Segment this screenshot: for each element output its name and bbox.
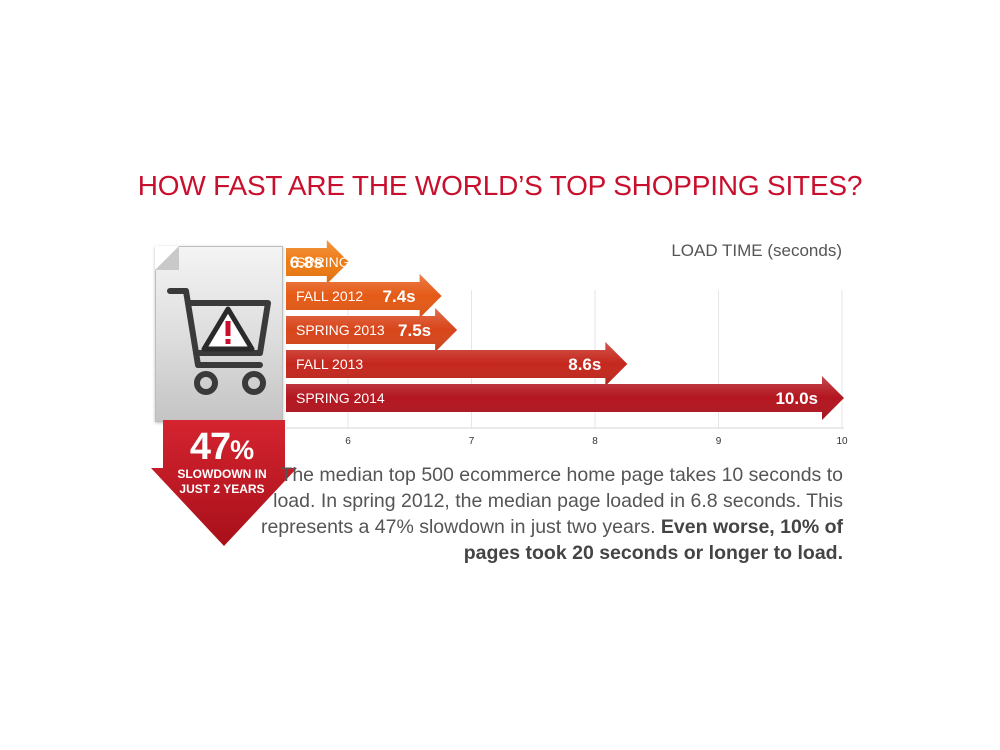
x-tick-label: 8 (592, 436, 598, 447)
chart-title: HOW FAST ARE THE WORLD’S TOP SHOPPING SI… (137, 170, 863, 201)
bar-category-label: FALL 2012 (296, 288, 363, 304)
bar-value-label: 10.0s (775, 389, 818, 408)
bar-shading (286, 274, 442, 318)
bar-shading (286, 342, 628, 386)
bar-group: SPRING 2013 7.5s (286, 308, 458, 352)
bar-value-label: 7.4s (383, 287, 416, 306)
slowdown-caption: SLOWDOWN IN JUST 2 YEARS (160, 467, 284, 497)
summary-emphasis: Even worse, 10% of pages took 20 seconds… (463, 516, 843, 564)
caption-line-2: JUST 2 YEARS (179, 482, 265, 496)
bar-category-label: FALL 2013 (296, 356, 363, 372)
summary-body: The median top 500 ecommerce home page t… (260, 464, 843, 538)
x-tick-label: 6 (345, 436, 351, 447)
bar-category-label: SPRING 2013 (296, 322, 385, 338)
x-tick-label: 7 (469, 436, 475, 447)
bar-value-label: 8.6s (568, 355, 601, 374)
bar-group: SPRING 2014 10.0s (286, 376, 844, 420)
x-axis-ticks: 6 7 8 9 10 (345, 436, 848, 447)
page-fold (155, 246, 179, 270)
x-tick-label: 10 (836, 436, 848, 447)
bar-group: FALL 2013 8.6s (286, 342, 628, 386)
shopping-cart-warning-icon (167, 288, 271, 395)
percent-symbol: % (230, 435, 255, 465)
bar-category-label: SPRING 2012 (296, 254, 385, 270)
down-arrow-icon (151, 420, 297, 546)
bar-value-label: 7.5s (398, 321, 431, 340)
bar-value-label: 6.8s (290, 253, 323, 272)
caption-line-1: SLOWDOWN IN (177, 467, 267, 481)
axis-title: LOAD TIME (seconds) (671, 241, 842, 260)
percent-value: 47 (189, 426, 231, 468)
cart-warning-panel (155, 246, 283, 422)
bar-shading (286, 240, 349, 284)
bar-category-label: SPRING 2014 (296, 390, 385, 406)
summary-text: The median top 500 ecommerce home page t… (240, 462, 843, 566)
x-tick-label: 9 (716, 436, 722, 447)
bar-shading (286, 308, 458, 352)
warning-icon (201, 306, 255, 352)
bar-group: FALL 2012 7.4s (286, 274, 442, 318)
bar-shading (286, 376, 844, 420)
slowdown-percent: 47% (162, 426, 282, 469)
